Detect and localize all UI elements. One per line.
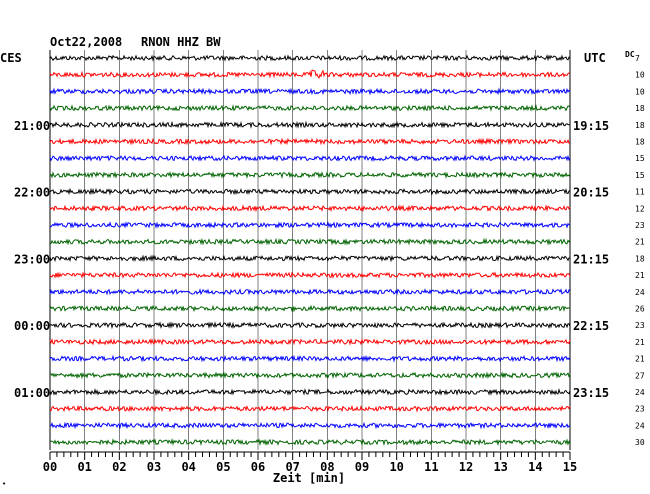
dc-value: 21 <box>635 271 645 280</box>
right-time-label: 23:15 <box>573 386 609 400</box>
seismic-trace <box>49 321 571 330</box>
dc-value: 7 <box>635 54 640 63</box>
seismic-trace <box>49 371 571 380</box>
x-tick-label: 09 <box>355 460 369 474</box>
x-tick-label: 00 <box>43 460 57 474</box>
seismic-trace <box>49 387 571 396</box>
left-time-labels: 21:00 22:00 23:00 00:00 01:00 <box>14 119 50 400</box>
dc-value: 10 <box>635 87 645 96</box>
x-tick-label: 13 <box>493 460 507 474</box>
seismic-trace <box>49 438 571 447</box>
traces <box>49 54 571 447</box>
dc-value: 23 <box>635 321 645 330</box>
dc-value: 18 <box>635 104 645 113</box>
dc-value: 21 <box>635 338 645 347</box>
right-time-label: 22:15 <box>573 319 609 333</box>
dc-value: 21 <box>635 238 645 247</box>
seismic-trace <box>49 87 571 96</box>
right-timezone-label: UTC <box>584 51 606 65</box>
seismic-trace <box>49 104 571 112</box>
seismic-trace <box>49 69 571 79</box>
dc-value: 23 <box>635 221 645 230</box>
dc-value: 12 <box>635 204 645 213</box>
dc-value: 15 <box>635 171 645 180</box>
x-tick-label: 01 <box>77 460 91 474</box>
x-tick-label: 03 <box>147 460 161 474</box>
seismic-trace <box>49 254 571 263</box>
seismic-trace <box>50 221 571 230</box>
dc-value: 18 <box>635 121 645 130</box>
right-time-label: 19:15 <box>573 119 609 133</box>
seismic-trace <box>49 187 571 196</box>
left-time-label: 00:00 <box>14 319 50 333</box>
seismic-trace <box>49 120 571 129</box>
left-time-label: 21:00 <box>14 119 50 133</box>
dc-value: 30 <box>635 438 645 447</box>
dc-value: 18 <box>635 254 645 263</box>
corner-mark: • <box>2 480 6 488</box>
seismic-trace <box>49 304 571 313</box>
left-timezone-label: CES <box>0 51 22 65</box>
x-tick-label: 07 <box>285 460 299 474</box>
left-time-label: 23:00 <box>14 252 50 266</box>
x-tick-label: 12 <box>459 460 473 474</box>
dc-value: 23 <box>635 405 645 414</box>
seismic-trace <box>49 287 571 296</box>
dc-header-label: DC <box>625 50 635 59</box>
right-time-label: 21:15 <box>573 252 609 266</box>
seismic-trace <box>49 137 571 146</box>
x-tick-label: 06 <box>251 460 265 474</box>
left-time-label: 01:00 <box>14 386 50 400</box>
dc-value: 11 <box>635 188 645 197</box>
x-tick-label: 02 <box>112 460 126 474</box>
x-tick-label: 14 <box>528 460 542 474</box>
x-tick-label: 10 <box>389 460 403 474</box>
dc-value: 24 <box>635 421 645 430</box>
seismic-trace <box>49 421 571 430</box>
seismic-trace <box>49 54 571 62</box>
x-tick-label: 11 <box>424 460 438 474</box>
x-tick-label: 15 <box>563 460 577 474</box>
dc-value: 18 <box>635 138 645 147</box>
x-axis-label: Zeit [min] <box>273 471 345 485</box>
header-date: Oct22,2008 <box>50 35 122 49</box>
header-station: RNON HHZ BW <box>141 35 221 49</box>
dc-value: 24 <box>635 288 645 297</box>
right-time-labels: 19:15 20:15 21:15 22:15 23:15 <box>573 119 609 400</box>
seismic-trace <box>49 271 571 280</box>
dc-value: 26 <box>635 305 645 314</box>
x-axis: 00 01 02 03 04 05 06 07 08 09 10 11 12 13 14 15 <box>43 451 577 474</box>
seismic-trace <box>49 170 571 179</box>
grid <box>49 50 571 451</box>
dc-value: 10 <box>635 71 645 80</box>
seismic-trace <box>49 404 571 413</box>
seismic-trace <box>49 337 571 346</box>
seismic-trace <box>49 354 571 363</box>
seismic-trace <box>49 237 571 246</box>
seismic-trace <box>49 204 571 213</box>
seismic-trace <box>49 154 571 163</box>
dc-value: 27 <box>635 371 645 380</box>
left-time-label: 22:00 <box>14 186 50 200</box>
x-tick-label: 05 <box>216 460 230 474</box>
dc-value: 21 <box>635 355 645 364</box>
x-tick-label: 08 <box>320 460 334 474</box>
dc-value: 24 <box>635 388 645 397</box>
dc-value: 15 <box>635 154 645 163</box>
x-tick-label: 04 <box>181 460 195 474</box>
right-time-label: 20:15 <box>573 186 609 200</box>
dc-values: 7 10 10 18 18 18 15 15 11 12 23 21 18 21 24 26 23 21 21 27 2… <box>635 54 645 447</box>
